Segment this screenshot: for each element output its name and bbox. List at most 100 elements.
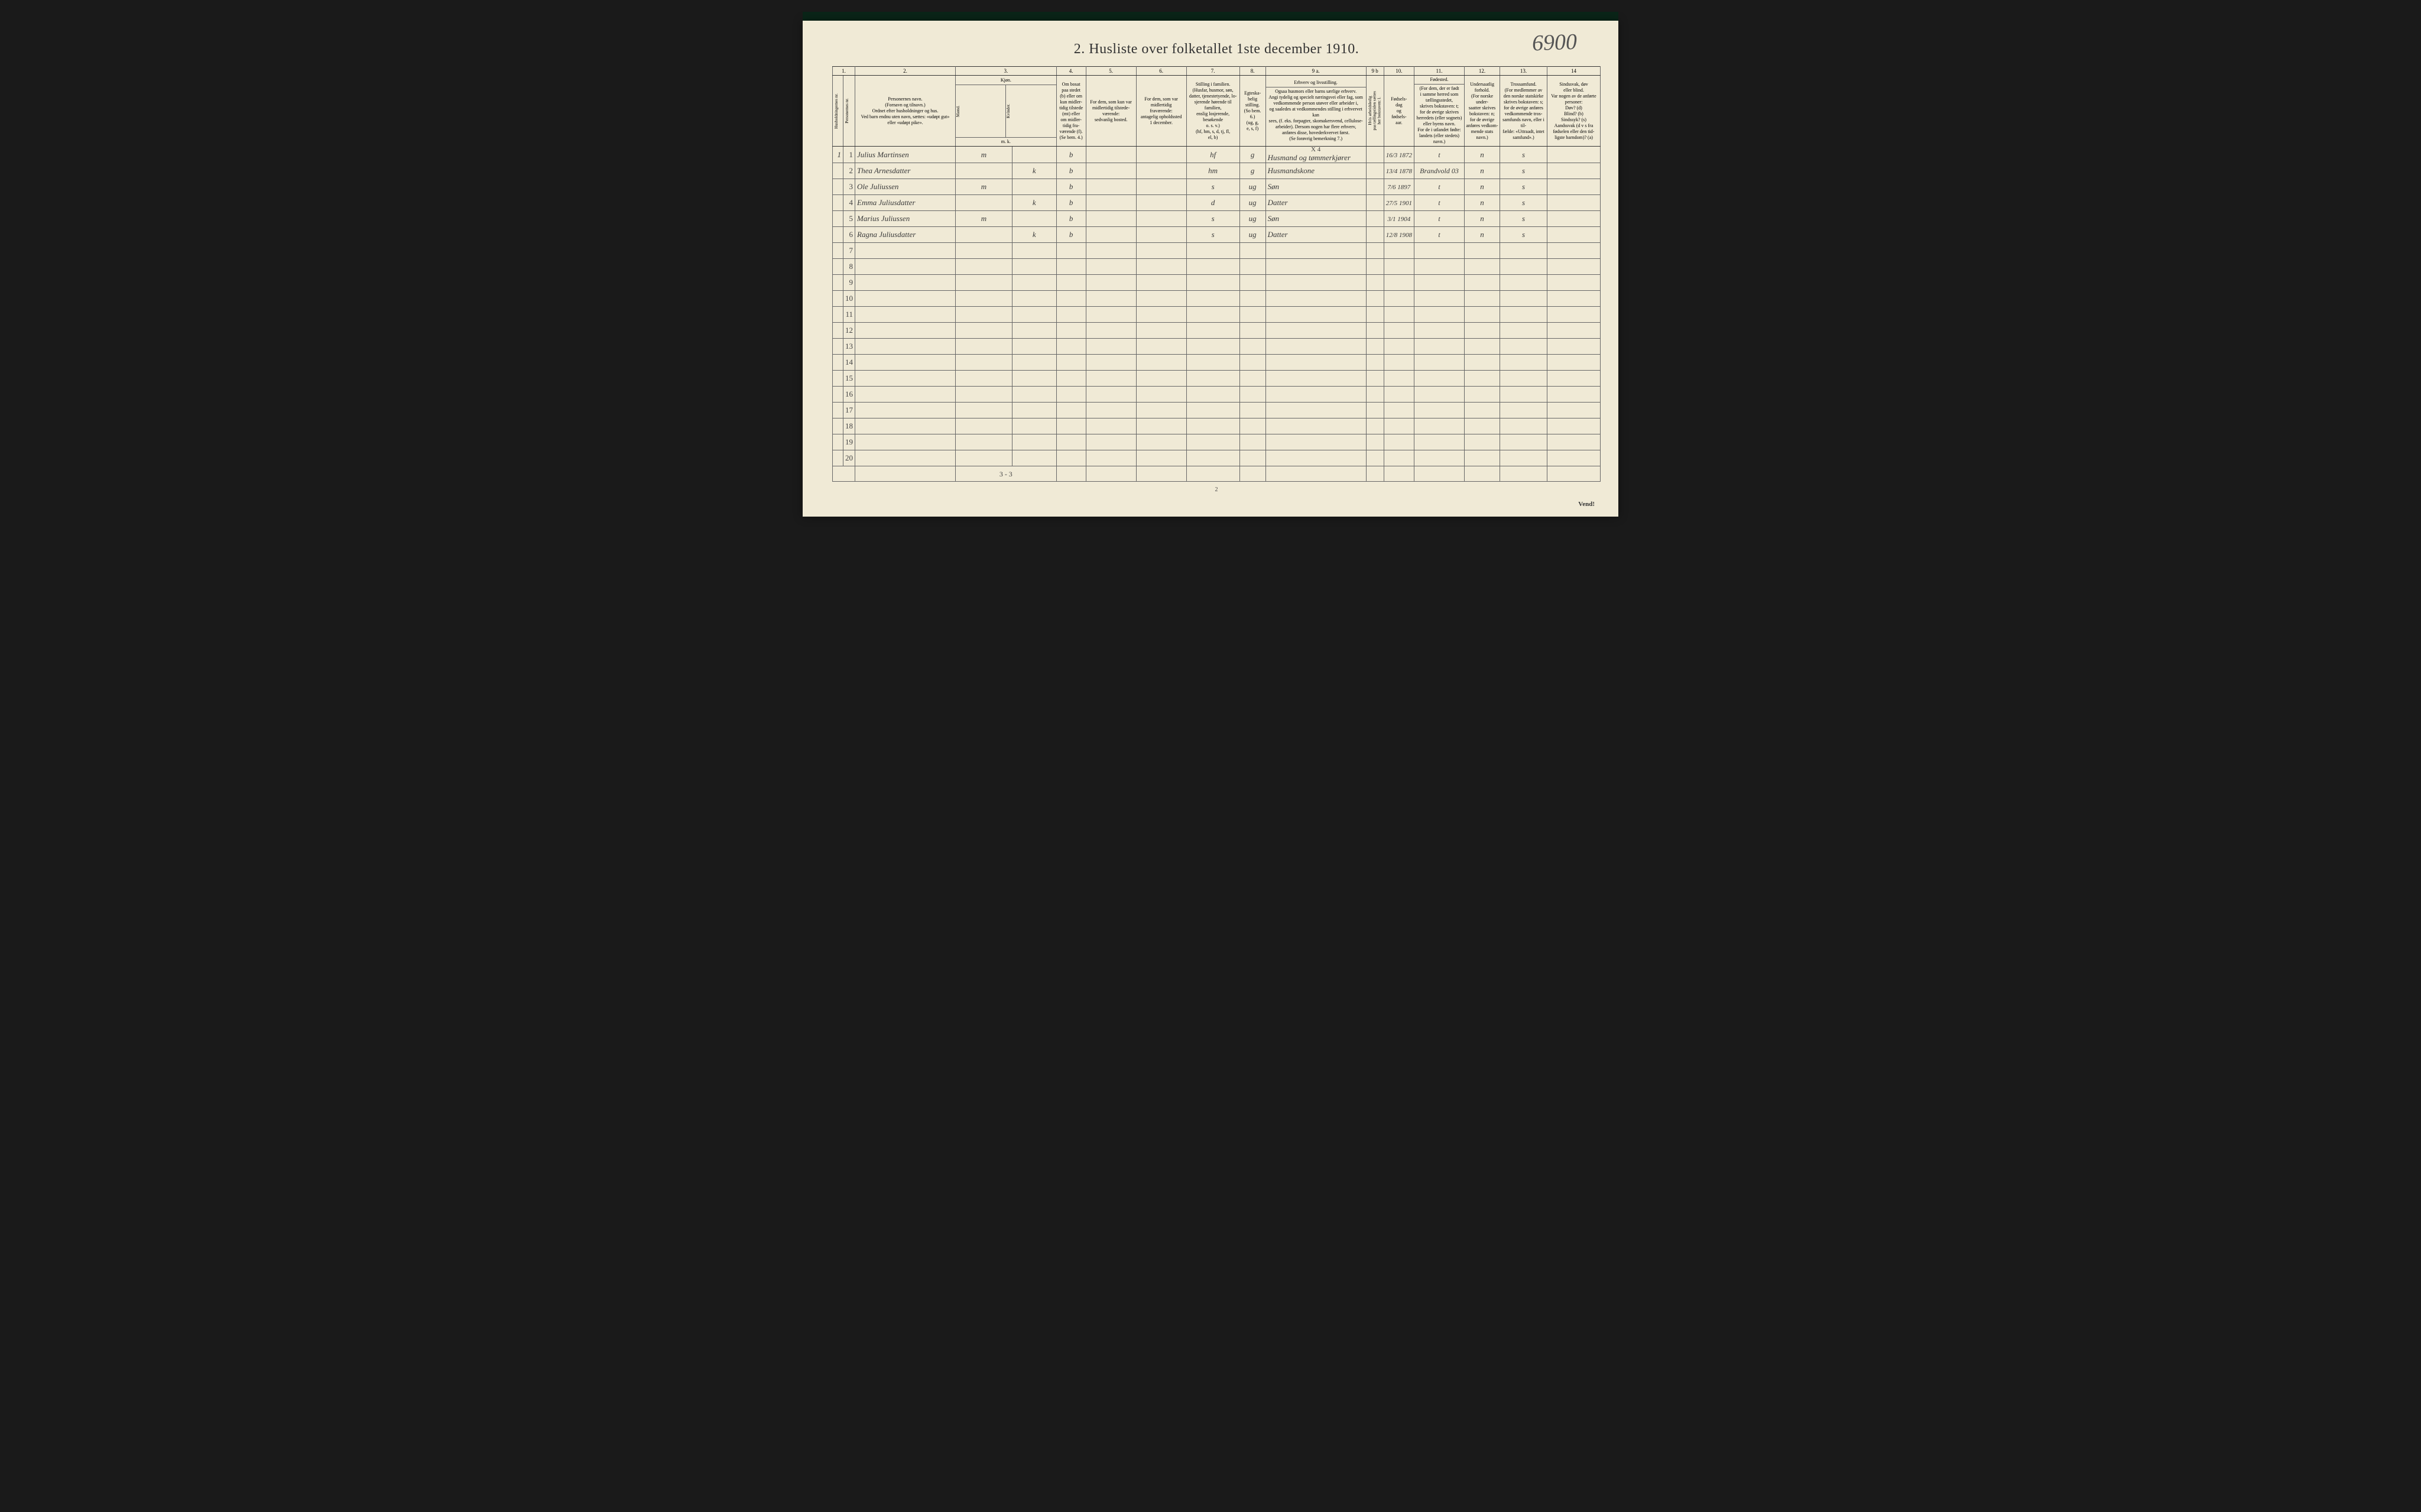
header-nationality: Undersaatlig forhold. (For norske under-… xyxy=(1465,76,1500,147)
cell-female: k xyxy=(1012,195,1056,211)
cell-marital: ug xyxy=(1239,179,1265,195)
cell-birthdate: 7/6 1897 xyxy=(1384,179,1414,195)
person-nr: 13 xyxy=(843,339,855,355)
cell-male: m xyxy=(956,179,1012,195)
cell-female xyxy=(1012,211,1056,227)
person-nr: 18 xyxy=(843,418,855,434)
cell-birthdate: 13/4 1878 xyxy=(1384,163,1414,179)
header-marital: Egteska- belig stilling. (So bem. 6.) (u… xyxy=(1239,76,1265,147)
household-nr xyxy=(833,163,843,179)
header-temp-absent: For dem, som var midlertidig fraværende:… xyxy=(1136,76,1186,147)
cell-unemployed xyxy=(1366,147,1384,163)
cell-disability xyxy=(1547,227,1601,243)
cell-male xyxy=(956,195,1012,211)
person-name: Julius Martinsen xyxy=(855,147,956,163)
cell-birthdate: 16/3 1872 xyxy=(1384,147,1414,163)
cell-birthplace: t xyxy=(1414,147,1465,163)
column-number-row: 1. 2. 3. 4. 5. 6. 7. 8. 9 a. 9 b 10. 11.… xyxy=(833,67,1601,76)
person-nr: 20 xyxy=(843,450,855,466)
header-row: Husholdningernes nr. Personernes nr. Per… xyxy=(833,76,1601,147)
cell-temp-present xyxy=(1086,163,1136,179)
cell-disability xyxy=(1547,179,1601,195)
header-male: Mænd. xyxy=(956,85,962,137)
cell-temp-absent xyxy=(1136,147,1186,163)
cell-family-pos: hm xyxy=(1186,163,1239,179)
colnum-9a: 9 a. xyxy=(1265,67,1366,76)
header-person-nr: Personernes nr. xyxy=(845,97,851,125)
cell-occupation: X 4Husmand og tømmerkjører xyxy=(1265,147,1366,163)
cell-temp-present xyxy=(1086,195,1136,211)
cell-unemployed xyxy=(1366,211,1384,227)
cell-marital: g xyxy=(1239,163,1265,179)
person-nr: 11 xyxy=(843,307,855,323)
cell-temp-present xyxy=(1086,147,1136,163)
table-row-empty: 11 xyxy=(833,307,1601,323)
cell-nationality: n xyxy=(1465,179,1500,195)
person-nr: 2 xyxy=(843,163,855,179)
table-row-empty: 14 xyxy=(833,355,1601,371)
header-birthdate: Fødsels- dag og fødsels- aar. xyxy=(1384,76,1414,147)
colnum-11: 11. xyxy=(1414,67,1465,76)
cell-family-pos: d xyxy=(1186,195,1239,211)
table-row-empty: 17 xyxy=(833,403,1601,418)
household-nr: 1 xyxy=(833,147,843,163)
header-religion: Trossamfund. (For medlemmer av den norsk… xyxy=(1500,76,1547,147)
handwritten-page-number: 6900 xyxy=(1531,29,1577,57)
cell-marital: ug xyxy=(1239,195,1265,211)
colnum-5: 5. xyxy=(1086,67,1136,76)
cell-male xyxy=(956,227,1012,243)
colnum-14: 14 xyxy=(1547,67,1601,76)
cell-occupation: Søn xyxy=(1265,211,1366,227)
cell-birthplace: t xyxy=(1414,195,1465,211)
colnum-10: 10. xyxy=(1384,67,1414,76)
cell-occupation: Søn xyxy=(1265,179,1366,195)
person-name: Ole Juliussen xyxy=(855,179,956,195)
cell-birthplace: t xyxy=(1414,179,1465,195)
household-nr xyxy=(833,211,843,227)
header-occupation-top: Erhverv og livsstilling. xyxy=(1266,79,1366,87)
cell-religion: s xyxy=(1500,179,1547,195)
person-name: Marius Juliussen xyxy=(855,211,956,227)
person-nr: 1 xyxy=(843,147,855,163)
cell-nationality: n xyxy=(1465,195,1500,211)
cell-female xyxy=(1012,147,1056,163)
cell-disability xyxy=(1547,211,1601,227)
table-row: 5 Marius Juliussen m b s ug Søn 3/1 1904… xyxy=(833,211,1601,227)
person-nr: 14 xyxy=(843,355,855,371)
cell-birthplace: t xyxy=(1414,211,1465,227)
colnum-12: 12. xyxy=(1465,67,1500,76)
cell-male xyxy=(956,163,1012,179)
cell-female: k xyxy=(1012,163,1056,179)
person-nr: 12 xyxy=(843,323,855,339)
cell-religion: s xyxy=(1500,195,1547,211)
table-row: 3 Ole Juliussen m b s ug Søn 7/6 1897 t … xyxy=(833,179,1601,195)
table-row-empty: 7 xyxy=(833,243,1601,259)
cell-temp-absent xyxy=(1136,179,1186,195)
page-title: 2. Husliste over folketallet 1ste decemb… xyxy=(832,41,1601,57)
header-residence: Om bosat paa stedet (b) eller om kun mid… xyxy=(1056,76,1086,147)
table-row-empty: 12 xyxy=(833,323,1601,339)
cell-marital: ug xyxy=(1239,211,1265,227)
cell-religion: s xyxy=(1500,147,1547,163)
cell-residence: b xyxy=(1056,211,1086,227)
cell-disability xyxy=(1547,147,1601,163)
header-temp-present: For dem, som kun var midlertidig tilsted… xyxy=(1086,76,1136,147)
cell-nationality: n xyxy=(1465,163,1500,179)
header-name: Personernes navn. (Fornavn og tilnavn.) … xyxy=(855,76,956,147)
person-nr: 8 xyxy=(843,259,855,275)
cell-nationality: n xyxy=(1465,147,1500,163)
header-sex-top: Kjøn. xyxy=(956,76,1056,85)
cell-disability xyxy=(1547,195,1601,211)
colnum-1: 1. xyxy=(833,67,855,76)
table-row: 1 1 Julius Martinsen m b hf g X 4Husmand… xyxy=(833,147,1601,163)
cell-residence: b xyxy=(1056,227,1086,243)
cell-occupation: Husmandskone xyxy=(1265,163,1366,179)
table-row-empty: 13 xyxy=(833,339,1601,355)
table-row-empty: 19 xyxy=(833,434,1601,450)
person-nr: 16 xyxy=(843,387,855,403)
person-nr: 7 xyxy=(843,243,855,259)
cell-marital: g xyxy=(1239,147,1265,163)
cell-temp-absent xyxy=(1136,195,1186,211)
header-disability: Sindssvak, døv eller blind. Var nogen av… xyxy=(1547,76,1601,147)
cell-birthplace: Brandvold 03 xyxy=(1414,163,1465,179)
